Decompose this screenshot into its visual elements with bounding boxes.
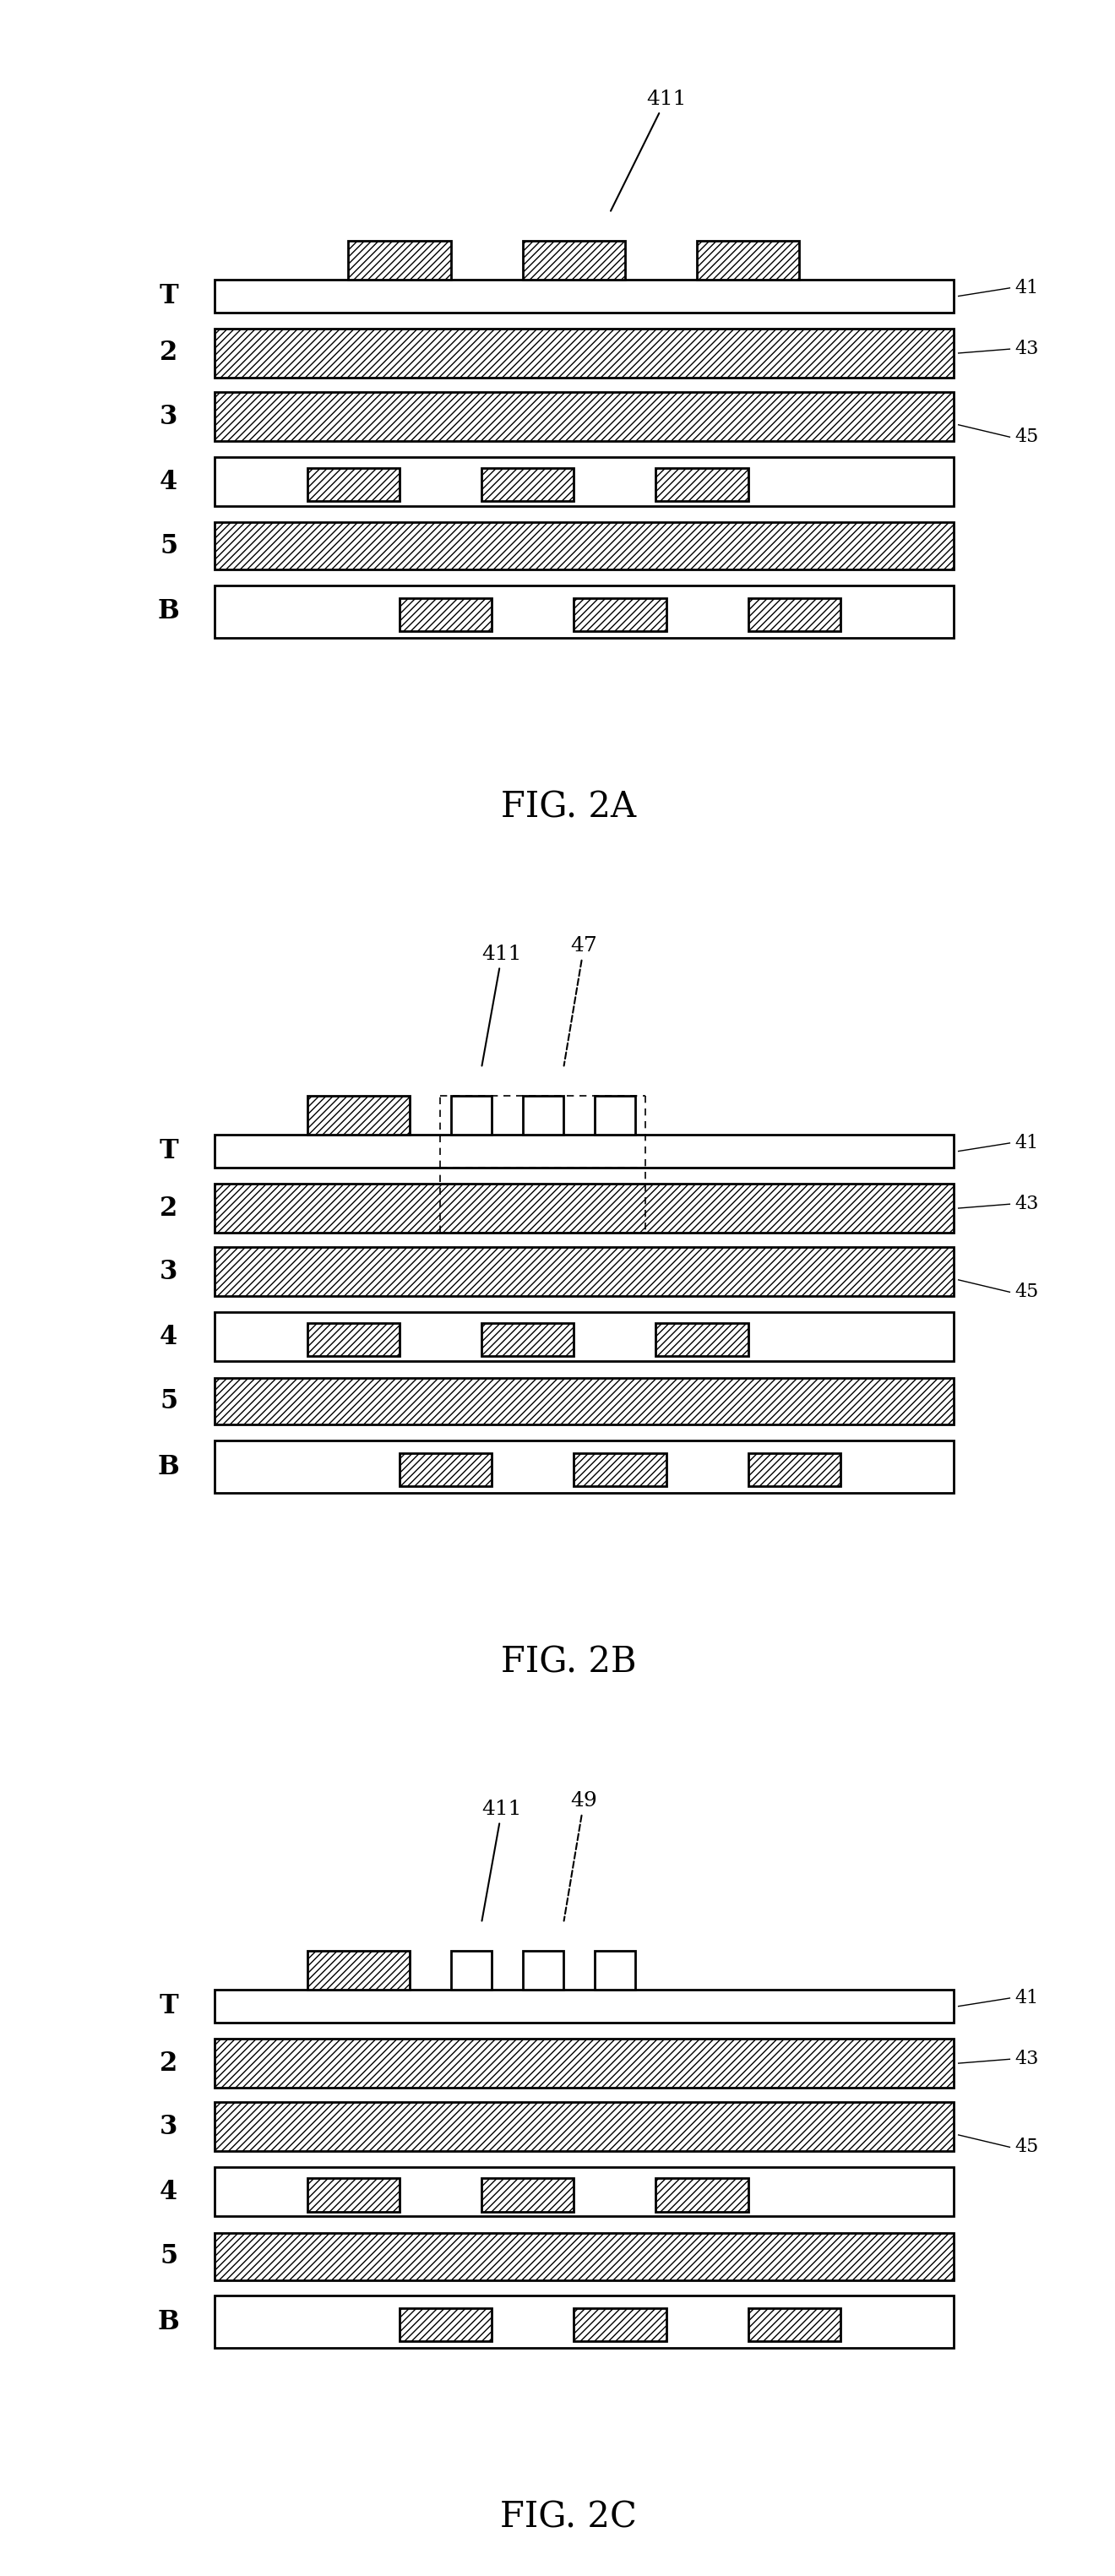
Bar [215,2038,953,2087]
Text: T: T [159,1994,178,2020]
Bar [523,1095,563,1136]
Bar [574,598,666,631]
Bar [523,1950,563,1991]
Bar [348,240,450,281]
Bar [748,2308,841,2342]
Text: 5: 5 [159,2244,177,2269]
Text: FIG. 2B: FIG. 2B [501,1646,637,1680]
Bar [482,469,574,502]
Bar [215,330,953,379]
Text: FIG. 2C: FIG. 2C [501,2499,637,2535]
Text: 3: 3 [159,404,177,430]
Bar [656,2179,748,2210]
Text: 2: 2 [159,340,177,366]
Text: T: T [159,283,178,309]
Text: FIG. 2A: FIG. 2A [501,791,637,824]
Bar [523,240,626,281]
Bar [215,1440,953,1494]
Bar [656,1324,748,1358]
Bar [482,2179,574,2210]
Bar [215,2233,953,2280]
Bar [307,2179,399,2210]
Text: 4: 4 [159,2179,177,2205]
Bar [307,1095,409,1136]
Bar [594,1950,636,1991]
Bar [215,1185,953,1234]
Bar [574,1453,666,1486]
Text: 43: 43 [1015,340,1039,358]
Text: B: B [157,2308,180,2334]
Bar [215,1991,953,2022]
Text: 45: 45 [1015,2138,1039,2156]
Bar [215,585,953,639]
Text: 43: 43 [1015,2050,1039,2069]
Text: 43: 43 [1015,1195,1039,1213]
Text: 3: 3 [159,1260,177,1285]
Bar [450,1950,492,1991]
Text: 41: 41 [1015,278,1039,296]
Bar [450,1095,492,1136]
Text: 45: 45 [1015,1283,1039,1301]
Bar [399,598,492,631]
Bar [697,240,799,281]
Text: B: B [157,1453,180,1479]
Text: 49: 49 [564,1790,598,1922]
Bar [307,1950,409,1991]
Bar [574,2308,666,2342]
Bar [748,598,841,631]
Text: 45: 45 [1015,428,1039,446]
Text: 2: 2 [159,1195,177,1221]
Text: 5: 5 [159,1388,177,1414]
Bar [215,1311,953,1360]
Text: 4: 4 [159,1324,177,1350]
Text: 5: 5 [159,533,177,559]
Bar [215,392,953,440]
Text: 411: 411 [482,1801,522,1922]
Bar [215,2102,953,2151]
Bar [656,469,748,502]
Bar [215,459,953,507]
Text: 41: 41 [1015,1989,1039,2007]
Bar [215,2166,953,2215]
Bar [215,2295,953,2349]
Bar [215,281,953,312]
Bar [748,1453,841,1486]
Bar [307,1324,399,1358]
Text: 411: 411 [482,945,522,1066]
Bar [399,2308,492,2342]
Bar [399,1453,492,1486]
Text: 47: 47 [564,935,598,1066]
Bar [482,1324,574,1358]
Bar [307,469,399,502]
Text: 411: 411 [611,90,686,211]
Bar [594,1095,636,1136]
Bar [215,1378,953,1425]
Text: T: T [159,1139,178,1164]
Bar [215,1247,953,1296]
Bar [215,523,953,569]
Text: B: B [157,598,180,626]
Text: 4: 4 [159,469,177,495]
Bar [215,1136,953,1167]
Text: 2: 2 [159,2050,177,2076]
Text: 41: 41 [1015,1133,1039,1151]
Text: 3: 3 [159,2115,177,2141]
